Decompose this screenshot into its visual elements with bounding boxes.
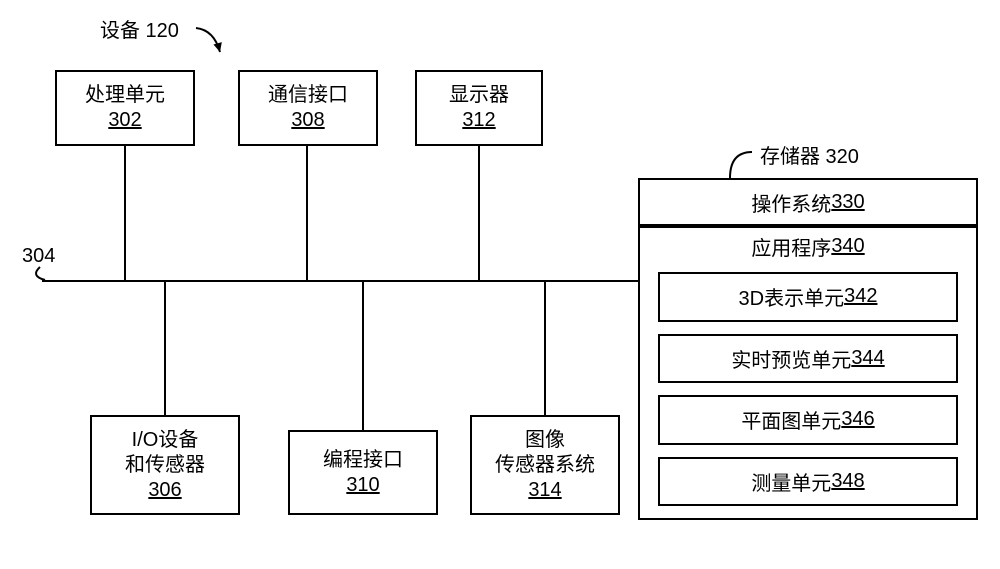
memory-label-tick (0, 0, 1000, 569)
diagram-stage: 设备 120304处理单元302通信接口308显示器312I/O设备和传感器30… (0, 0, 1000, 569)
